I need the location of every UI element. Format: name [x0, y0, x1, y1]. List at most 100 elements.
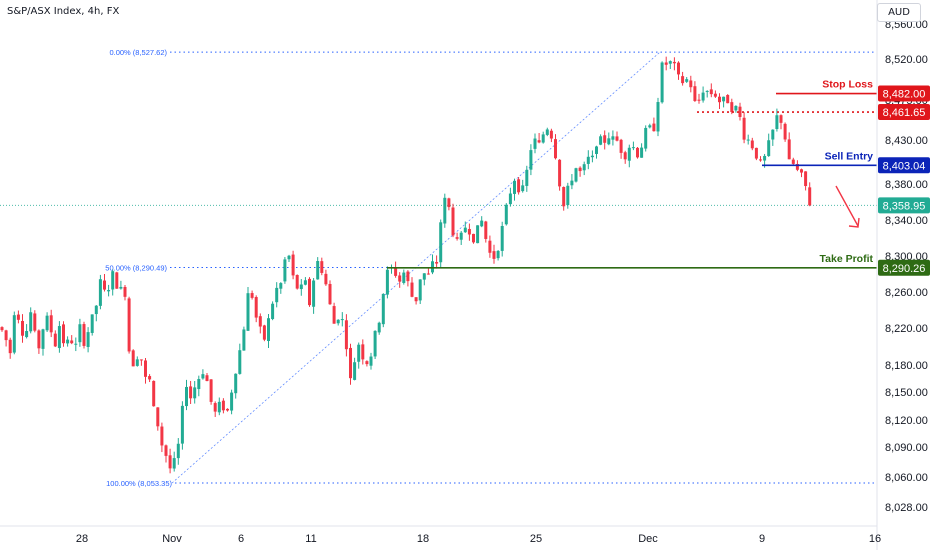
down-arrow-icon: [835, 185, 860, 228]
candle-body: [439, 222, 443, 263]
candle-body: [361, 344, 365, 360]
candle-body: [25, 331, 29, 338]
candle-body: [746, 139, 750, 141]
candle-body: [324, 273, 328, 285]
candle-body: [291, 254, 295, 276]
candle-body: [0, 327, 4, 331]
y-tick-label: 8,028.00: [885, 502, 928, 514]
candle-body: [476, 225, 480, 244]
candle-body: [4, 330, 8, 341]
candle-body: [517, 179, 521, 193]
candle-body: [176, 443, 180, 459]
candle-body: [226, 408, 229, 411]
candle-body: [78, 324, 82, 343]
candle-body: [734, 105, 738, 111]
candle-body: [701, 92, 705, 101]
candle-body: [472, 233, 475, 243]
candle-body: [513, 180, 516, 194]
candle-body: [685, 79, 689, 82]
candle-body: [16, 314, 20, 320]
candle-body: [808, 187, 812, 206]
candle-body: [742, 117, 746, 140]
candle-body: [62, 324, 65, 344]
price-tag: [878, 85, 930, 102]
candle-body: [500, 225, 504, 251]
candle-body: [590, 155, 594, 158]
candle-body: [57, 326, 61, 349]
y-tick-label: 8,380.00: [885, 179, 928, 191]
candle-body: [549, 130, 553, 139]
y-tick-label: 8,260.00: [885, 287, 928, 299]
candle-body: [135, 359, 139, 366]
symbol-title[interactable]: S&P/ASX Index, 4h, FX: [7, 6, 120, 17]
candle-body: [279, 283, 283, 289]
candle-body: [459, 232, 463, 240]
candle-body: [582, 164, 586, 171]
candle-body: [250, 293, 254, 298]
candle-body: [619, 139, 623, 153]
candle-body: [779, 115, 783, 123]
time-axis[interactable]: 28 Nov 6 11 18 25 Dec 9 16: [76, 533, 881, 545]
candle-body: [750, 140, 754, 149]
candle-body: [636, 147, 639, 158]
candle-body: [533, 138, 537, 149]
candle-body: [340, 319, 344, 321]
x-tick-label: 11: [305, 533, 316, 545]
candle-body: [537, 140, 541, 143]
candle-body: [759, 159, 762, 161]
candle-body: [209, 379, 213, 402]
candle-body: [467, 228, 471, 235]
candle-body: [713, 93, 717, 97]
candle-body: [541, 134, 545, 143]
candle-body: [303, 280, 307, 285]
candle-body: [172, 458, 176, 469]
trade-levels: Stop Loss Sell Entry Take Profit: [387, 79, 877, 269]
candle-body: [267, 318, 270, 342]
candle-body: [148, 376, 152, 380]
candle-body: [722, 96, 726, 102]
y-tick-label: 8,180.00: [885, 360, 928, 372]
candle-body: [53, 333, 57, 347]
candle-body: [492, 251, 496, 259]
candle-body: [197, 379, 201, 390]
candle-body: [410, 282, 414, 297]
currency-button[interactable]: AUD: [877, 3, 921, 22]
candle-body: [644, 127, 648, 149]
candle-body: [320, 261, 324, 273]
candle-body: [103, 280, 106, 290]
candle-body: [385, 269, 389, 295]
price-tag: [878, 197, 930, 214]
candle-body: [804, 171, 808, 187]
candle-body: [295, 274, 299, 289]
candle-body: [529, 150, 533, 170]
candle-body: [221, 400, 225, 411]
fibonacci-levels: 0.00% (8,527.62) 50.00% (8,290.49) 100.00%…: [0, 48, 877, 488]
candle-body: [603, 135, 607, 143]
candle-body: [49, 315, 53, 333]
y-tick-label: 8,220.00: [885, 323, 928, 335]
price-tag-label: 8,290.26: [883, 263, 926, 275]
candle-body: [570, 180, 574, 186]
candle-body: [631, 147, 635, 149]
candle-body: [152, 380, 156, 407]
x-tick-label: Nov: [162, 533, 182, 545]
candle-body: [504, 204, 508, 225]
candle-body: [480, 220, 484, 227]
candle-body: [418, 279, 422, 301]
candle-body: [562, 187, 566, 207]
candle-body: [242, 329, 246, 351]
y-tick-label: 8,090.00: [885, 442, 928, 454]
candle-body: [640, 147, 644, 158]
candle-body: [119, 286, 123, 289]
candle-body: [763, 155, 767, 161]
fib-level-label: 100.00% (8,053.35): [106, 479, 172, 488]
candle-body: [422, 273, 426, 280]
candle-body: [29, 312, 33, 332]
candle-body: [381, 293, 385, 325]
candle-body: [615, 136, 619, 141]
candle-body: [308, 278, 311, 306]
candle-body: [336, 319, 340, 324]
candle-body: [414, 297, 418, 302]
x-tick-label: 28: [76, 533, 88, 545]
